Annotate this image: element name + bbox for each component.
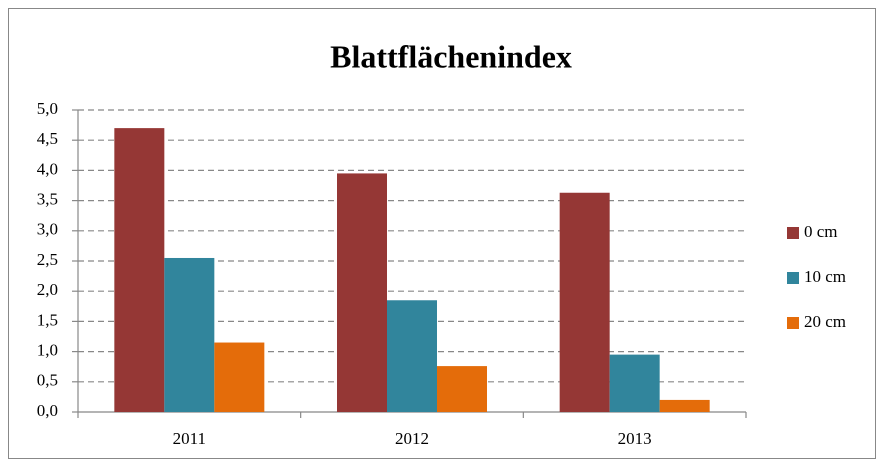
bar (609, 354, 660, 412)
y-tick-label: 4,5 (37, 129, 58, 148)
bar (337, 173, 387, 412)
y-tick-label: 0,0 (37, 401, 58, 420)
x-tick-label: 2011 (173, 429, 206, 448)
bar (164, 257, 215, 412)
bar (114, 128, 165, 412)
y-tick-label: 2,5 (37, 250, 58, 269)
legend-label: 10 cm (804, 267, 846, 286)
y-tick-label: 1,5 (37, 310, 58, 329)
x-tick-label: 2013 (618, 429, 652, 448)
legend-swatch (787, 272, 799, 284)
y-tick-label: 4,0 (37, 159, 58, 178)
bar (559, 192, 610, 412)
y-tick-label: 3,5 (37, 190, 58, 209)
y-tick-label: 1,0 (37, 341, 58, 360)
bar (659, 399, 710, 412)
y-tick-label: 3,0 (37, 220, 58, 239)
y-tick-label: 2,0 (37, 280, 58, 299)
legend-label: 0 cm (804, 222, 838, 241)
bar (437, 366, 487, 412)
chart-title: Blattflächenindex (330, 38, 572, 74)
bar (387, 300, 437, 412)
bar (214, 342, 265, 412)
y-tick-label: 5,0 (37, 99, 58, 118)
legend-label: 20 cm (804, 312, 846, 331)
legend-swatch (787, 227, 799, 239)
legend-swatch (787, 317, 799, 329)
y-tick-label: 0,5 (37, 371, 58, 390)
x-tick-label: 2012 (395, 429, 429, 448)
